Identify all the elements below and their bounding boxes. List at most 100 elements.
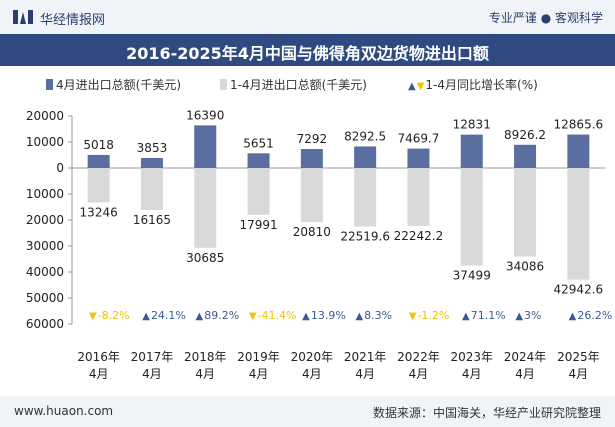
x-tick-label-year: 2018年 [184,350,227,364]
source-note: 数据来源：中国海关，华经产业研究院整理 [372,406,601,420]
x-tick-label-year: 2021年 [344,350,387,364]
growth-up-triangle-icon: ▲ [355,311,363,322]
bar-monthly [354,146,377,168]
bar-monthly [460,134,483,168]
bar-cumulative [460,168,483,266]
chart-title: 2016-2025年4月中国与佛得角双边货物进出口额 [126,44,489,63]
logo-icon [13,10,33,24]
bar-monthly [87,154,110,168]
bar-monthly [247,153,270,168]
bar-cumulative [247,168,270,215]
x-tick-label-month: 4月 [569,367,589,381]
x-tick-label-year: 2016年 [77,350,120,364]
data-label-cumulative: 42942.6 [554,283,604,297]
y-tick-label: 20000 [26,213,64,227]
bar-monthly [300,149,323,168]
bar-monthly [567,134,590,168]
growth-rate-label: 89.2% [204,309,239,322]
x-tick-label-month: 4月 [302,367,322,381]
growth-rate-label: 24.1% [151,309,186,322]
data-label-monthly: 3853 [137,141,168,155]
growth-rate-label: -1.2% [417,309,449,322]
y-tick-label: 10000 [26,187,64,201]
growth-rate-label: -41.4% [258,309,297,322]
bar-cumulative [354,168,377,227]
bar-cumulative [300,168,323,223]
data-label-cumulative: 13246 [80,205,118,219]
footer: www.huaon.com 数据来源：中国海关，华经产业研究院整理 [0,396,615,427]
chart-legend: 4月进出口总额(千美元) 1-4月进出口总额(千美元) ▲▼1-4月同比增长率(… [0,76,615,94]
bar-cumulative [514,168,537,257]
bar-monthly [194,125,217,168]
legend-swatch-monthly [46,79,53,90]
data-label-monthly: 12831 [453,118,491,132]
x-tick-label-year: 2024年 [504,350,547,364]
bar-cumulative [194,168,217,248]
legend-label-monthly: 4月进出口总额(千美元) [56,78,181,92]
growth-down-triangle-icon: ▼ [409,311,417,322]
data-label-cumulative: 34086 [506,260,544,274]
y-tick-label: 50000 [26,291,64,305]
growth-rate-label: 13.9% [311,309,346,322]
x-tick-label-year: 2020年 [291,350,334,364]
data-label-monthly: 8926.2 [504,128,546,142]
data-label-monthly: 8292.5 [344,129,386,143]
data-label-monthly: 7469.7 [397,132,439,146]
chart-plot: 20000 10000 0 10000 20000 30000 40000 50000 6000… [26,108,612,381]
bar-cumulative [140,168,163,211]
growth-down-triangle-icon: ▼ [89,311,97,322]
data-label-cumulative: 22519.6 [340,230,390,244]
growth-up-triangle-icon: ▲ [142,311,150,322]
growth-rate-label: -8.2% [98,309,130,322]
bar-monthly [514,144,537,168]
x-tick-label-month: 4月 [249,367,269,381]
data-label-monthly: 5651 [243,136,274,150]
data-label-cumulative: 30685 [186,251,224,265]
x-tick-label-month: 4月 [462,367,482,381]
y-tick-label: 0 [56,161,64,175]
brand-name: 华经情报网 [40,13,106,28]
growth-rate-label: 26.2% [577,309,612,322]
x-tick-label-month: 4月 [409,367,429,381]
data-label-cumulative: 17991 [239,218,277,232]
growth-rate-label: 71.1% [471,309,506,322]
growth-up-triangle-icon: ▲ [569,311,577,322]
data-label-monthly: 12865.6 [554,118,604,132]
y-tick-label: 60000 [26,317,64,331]
x-tick-label-year: 2025年 [557,350,600,364]
y-tick-label: 30000 [26,239,64,253]
x-tick-label-year: 2023年 [450,350,493,364]
legend-swatch-cumulative [220,79,227,90]
growth-rate-label: 3% [524,309,541,322]
x-tick-label-month: 4月 [195,367,215,381]
data-label-cumulative: 37499 [453,268,491,282]
growth-down-triangle-icon: ▼ [249,311,257,322]
website-link[interactable]: www.huaon.com [14,404,114,418]
legend-item-growth: ▲▼1-4月同比增长率(%) [408,76,538,93]
y-tick-label: 10000 [26,135,64,149]
growth-rate-label: 8.3% [364,309,392,322]
data-label-monthly: 5018 [83,138,114,152]
x-tick-label-year: 2019年 [237,350,280,364]
x-tick-label-month: 4月 [355,367,375,381]
top-bar: 华经情报网 专业严谨 ● 客观科学 [0,0,615,34]
growth-up-triangle-icon: ▲ [302,311,310,322]
bar-monthly [407,148,430,168]
x-tick-label-month: 4月 [89,367,109,381]
legend-item-cumulative: 1-4月进出口总额(千美元) [220,76,367,93]
bar-monthly [140,157,163,168]
y-tick-label: 40000 [26,265,64,279]
legend-label-growth: 1-4月同比增长率(%) [425,78,538,92]
x-tick-label-month: 4月 [142,367,162,381]
legend-up-triangle-icon: ▲ [408,81,416,92]
growth-up-triangle-icon: ▲ [196,311,204,322]
data-label-monthly: 16390 [186,108,224,122]
growth-up-triangle-icon: ▲ [515,311,523,322]
legend-down-triangle-icon: ▼ [416,81,425,92]
title-bar: 2016-2025年4月中国与佛得角双边货物进出口额 [0,34,615,66]
growth-up-triangle-icon: ▲ [462,311,470,322]
data-label-monthly: 7292 [297,132,328,146]
data-label-cumulative: 22242.2 [394,229,444,243]
data-label-cumulative: 20810 [293,225,331,239]
data-label-cumulative: 16165 [133,213,171,227]
